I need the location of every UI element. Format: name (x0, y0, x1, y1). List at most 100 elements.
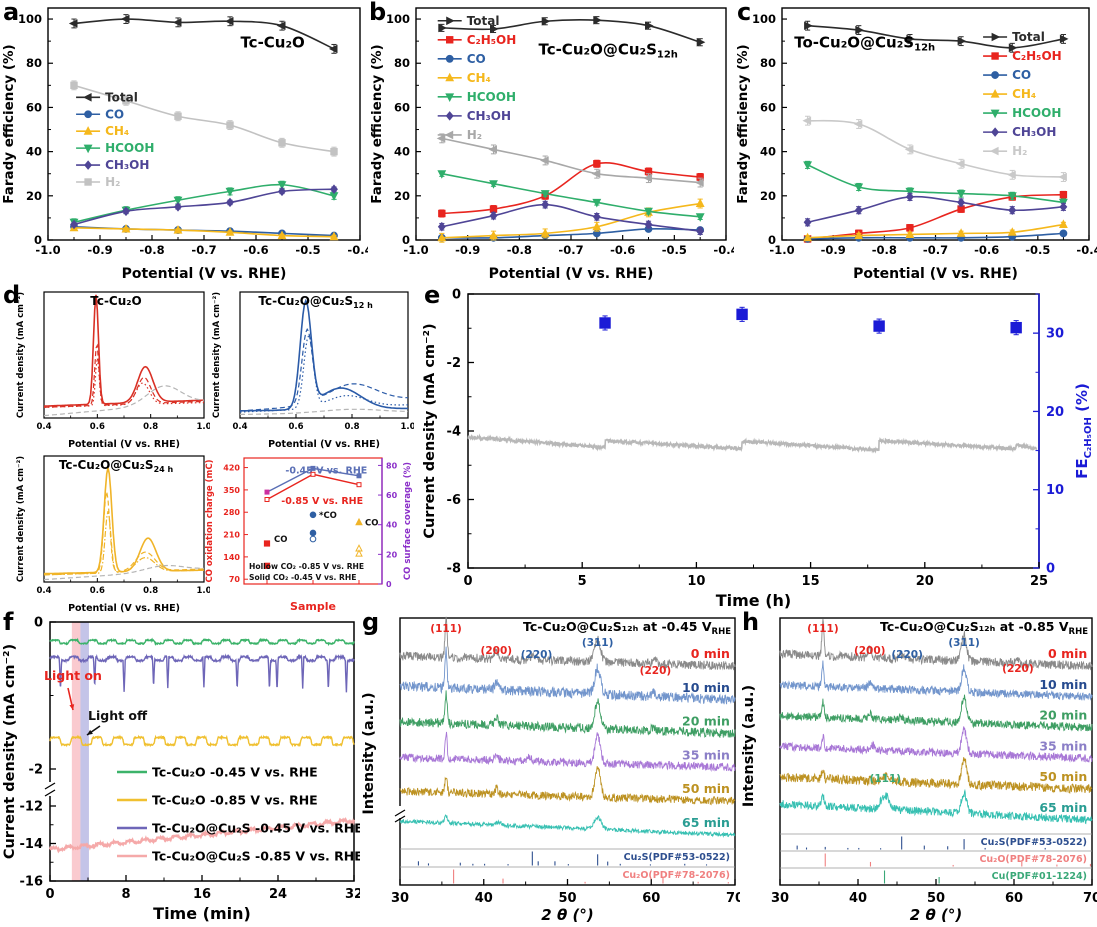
svg-text:-1.0: -1.0 (403, 243, 428, 257)
svg-text:Cu₂S(PDF#53-0522): Cu₂S(PDF#53-0522) (624, 852, 730, 863)
svg-text:60: 60 (642, 891, 660, 906)
chart-co-oxidation-inset: 70 140 210 280 350 420 0 20 40 60 80 Sample CO oxida… (205, 457, 413, 613)
svg-text:35 min: 35 min (1039, 738, 1087, 753)
svg-text:0 min: 0 min (691, 646, 730, 661)
svg-text:(311): (311) (582, 637, 614, 649)
svg-text:8: 8 (121, 887, 130, 902)
svg-text:-6: -6 (447, 493, 461, 508)
svg-text:-0.9: -0.9 (821, 243, 846, 257)
svg-text:Current density (mA cm⁻²): Current density (mA cm⁻²) (16, 456, 26, 582)
svg-text:Light off: Light off (88, 708, 148, 723)
svg-text:CH₄: CH₄ (467, 71, 491, 85)
panel-c-label: c (737, 0, 752, 26)
svg-text:Current density (mA cm⁻²): Current density (mA cm⁻²) (2, 644, 18, 859)
svg-text:-0.8: -0.8 (872, 243, 897, 257)
svg-text:-0.9: -0.9 (455, 243, 480, 257)
svg-text:-12: -12 (20, 800, 44, 815)
svg-text:80: 80 (394, 56, 410, 70)
svg-text:-0.9: -0.9 (87, 243, 112, 257)
svg-text:0.4: 0.4 (232, 422, 247, 432)
svg-text:CH₃OH: CH₃OH (105, 158, 149, 172)
chart-faraday-to-cu2o-cu2s12h: -1.0 -0.9 -0.8 -0.7 -0.6 -0.5 -0.4 0 20 40 60 80 100… (735, 7, 1097, 282)
svg-text:Tc-Cu₂O@Cu₂S24 h: Tc-Cu₂O@Cu₂S24 h (59, 458, 174, 474)
svg-text:0: 0 (386, 580, 392, 589)
svg-text:30: 30 (771, 891, 789, 906)
svg-text:65 min: 65 min (1039, 800, 1087, 815)
svg-text:CO: CO (105, 107, 124, 121)
svg-text:Total: Total (105, 90, 138, 104)
svg-text:60: 60 (760, 100, 776, 114)
svg-text:FEC₂H₅OH (%): FEC₂H₅OH (%) (1073, 383, 1094, 479)
svg-text:100: 100 (752, 12, 776, 26)
panel-d2: 0.4 0.6 0.8 1.0 Potential (V vs. RHE) Current… (210, 286, 414, 450)
svg-text:65 min: 65 min (682, 815, 730, 830)
svg-text:(220): (220) (891, 649, 923, 661)
svg-text:Potential (V vs. RHE): Potential (V vs. RHE) (68, 603, 180, 614)
svg-text:-0.45 V vs. RHE: -0.45 V vs. RHE (285, 466, 367, 477)
svg-text:0: 0 (34, 616, 43, 631)
svg-text:(220): (220) (1002, 663, 1034, 675)
svg-text:-0.7: -0.7 (923, 243, 948, 257)
svg-text:0: 0 (34, 233, 42, 247)
panel-d-label: d (3, 281, 21, 309)
svg-text:CH₃OH: CH₃OH (1012, 125, 1056, 139)
svg-text:80: 80 (760, 56, 776, 70)
svg-text:-0.85 V vs. RHE: -0.85 V vs. RHE (281, 496, 363, 507)
svg-text:-0.4: -0.4 (713, 243, 734, 257)
panel-g: 30 40 50 60 70 2 θ (°) Intensity (a.u.) 0 min 10… (360, 614, 740, 927)
svg-text:0: 0 (45, 887, 54, 902)
svg-text:40: 40 (475, 891, 493, 906)
svg-text:16: 16 (193, 887, 211, 902)
svg-text:(311): (311) (948, 637, 980, 649)
panel-h-label: h (742, 608, 760, 636)
svg-text:-2: -2 (447, 356, 461, 371)
svg-text:10: 10 (1046, 483, 1064, 498)
svg-text:HCOOH: HCOOH (467, 90, 516, 104)
svg-text:2 θ (°): 2 θ (°) (541, 906, 593, 924)
svg-text:0.6: 0.6 (90, 586, 105, 596)
svg-text:HCOOH: HCOOH (105, 141, 154, 155)
chart-xrd-085v: 30 40 50 60 70 2 θ (°) Intensity (a.u.) 0 min 10… (741, 617, 1097, 924)
svg-text:Potential (V vs. RHE): Potential (V vs. RHE) (489, 266, 654, 282)
svg-text:100: 100 (18, 12, 42, 26)
svg-text:Potential (V vs. RHE): Potential (V vs. RHE) (268, 439, 380, 450)
svg-text:10: 10 (687, 574, 705, 589)
svg-text:-1.0: -1.0 (769, 243, 794, 257)
svg-text:5: 5 (578, 574, 587, 589)
svg-text:Current density (mA cm⁻²): Current density (mA cm⁻²) (16, 292, 26, 418)
svg-text:-1.0: -1.0 (35, 243, 60, 257)
svg-text:0.4: 0.4 (36, 422, 51, 432)
svg-text:Tc-Cu₂O: Tc-Cu₂O (240, 33, 304, 51)
svg-text:H₂: H₂ (467, 128, 482, 142)
svg-text:CO: CO (1012, 68, 1031, 82)
svg-text:Light on: Light on (44, 668, 102, 683)
chart-faraday-tc-cu2o-cu2s12h: -1.0 -0.9 -0.8 -0.7 -0.6 -0.5 -0.4 0 20 40 60 80 100… (369, 7, 734, 282)
svg-text:15: 15 (802, 574, 820, 589)
svg-text:0.6: 0.6 (288, 422, 303, 432)
svg-text:40: 40 (394, 145, 410, 159)
svg-text:Intensity (a.u.): Intensity (a.u.) (741, 685, 757, 807)
svg-text:1.0: 1.0 (196, 586, 210, 596)
svg-text:-0.8: -0.8 (139, 243, 164, 257)
svg-text:CH₃OH: CH₃OH (467, 109, 511, 123)
svg-text:10 min: 10 min (1039, 677, 1087, 692)
svg-text:20: 20 (386, 550, 398, 559)
chart-cv-tc-cu2o-cu2s12h: 0.4 0.6 0.8 1.0 Potential (V vs. RHE) Current… (212, 291, 414, 450)
chart-cv-tc-cu2o-cu2s24h: 0.4 0.6 0.8 1.0 Potential (V vs. RHE) Current… (16, 455, 210, 614)
panel-e-label: e (424, 281, 441, 309)
svg-text:CO surface coverage (%): CO surface coverage (%) (403, 462, 413, 580)
svg-text:210: 210 (223, 531, 240, 540)
panel-a-label: a (3, 0, 20, 26)
svg-text:-16: -16 (20, 875, 44, 890)
svg-text:-2: -2 (29, 763, 43, 778)
svg-text:20 min: 20 min (1039, 708, 1087, 723)
svg-text:(200): (200) (854, 645, 886, 657)
svg-text:280: 280 (223, 508, 240, 517)
svg-text:0: 0 (452, 288, 461, 303)
svg-text:60: 60 (386, 491, 398, 500)
svg-text:HCOOH: HCOOH (1012, 106, 1061, 120)
svg-text:Tc-Cu₂O@Cu₂S -0.45 V vs. RHE: Tc-Cu₂O@Cu₂S -0.45 V vs. RHE (152, 821, 360, 836)
svg-text:Current density (mA cm⁻²): Current density (mA cm⁻²) (422, 323, 438, 538)
svg-text:60: 60 (1005, 891, 1023, 906)
